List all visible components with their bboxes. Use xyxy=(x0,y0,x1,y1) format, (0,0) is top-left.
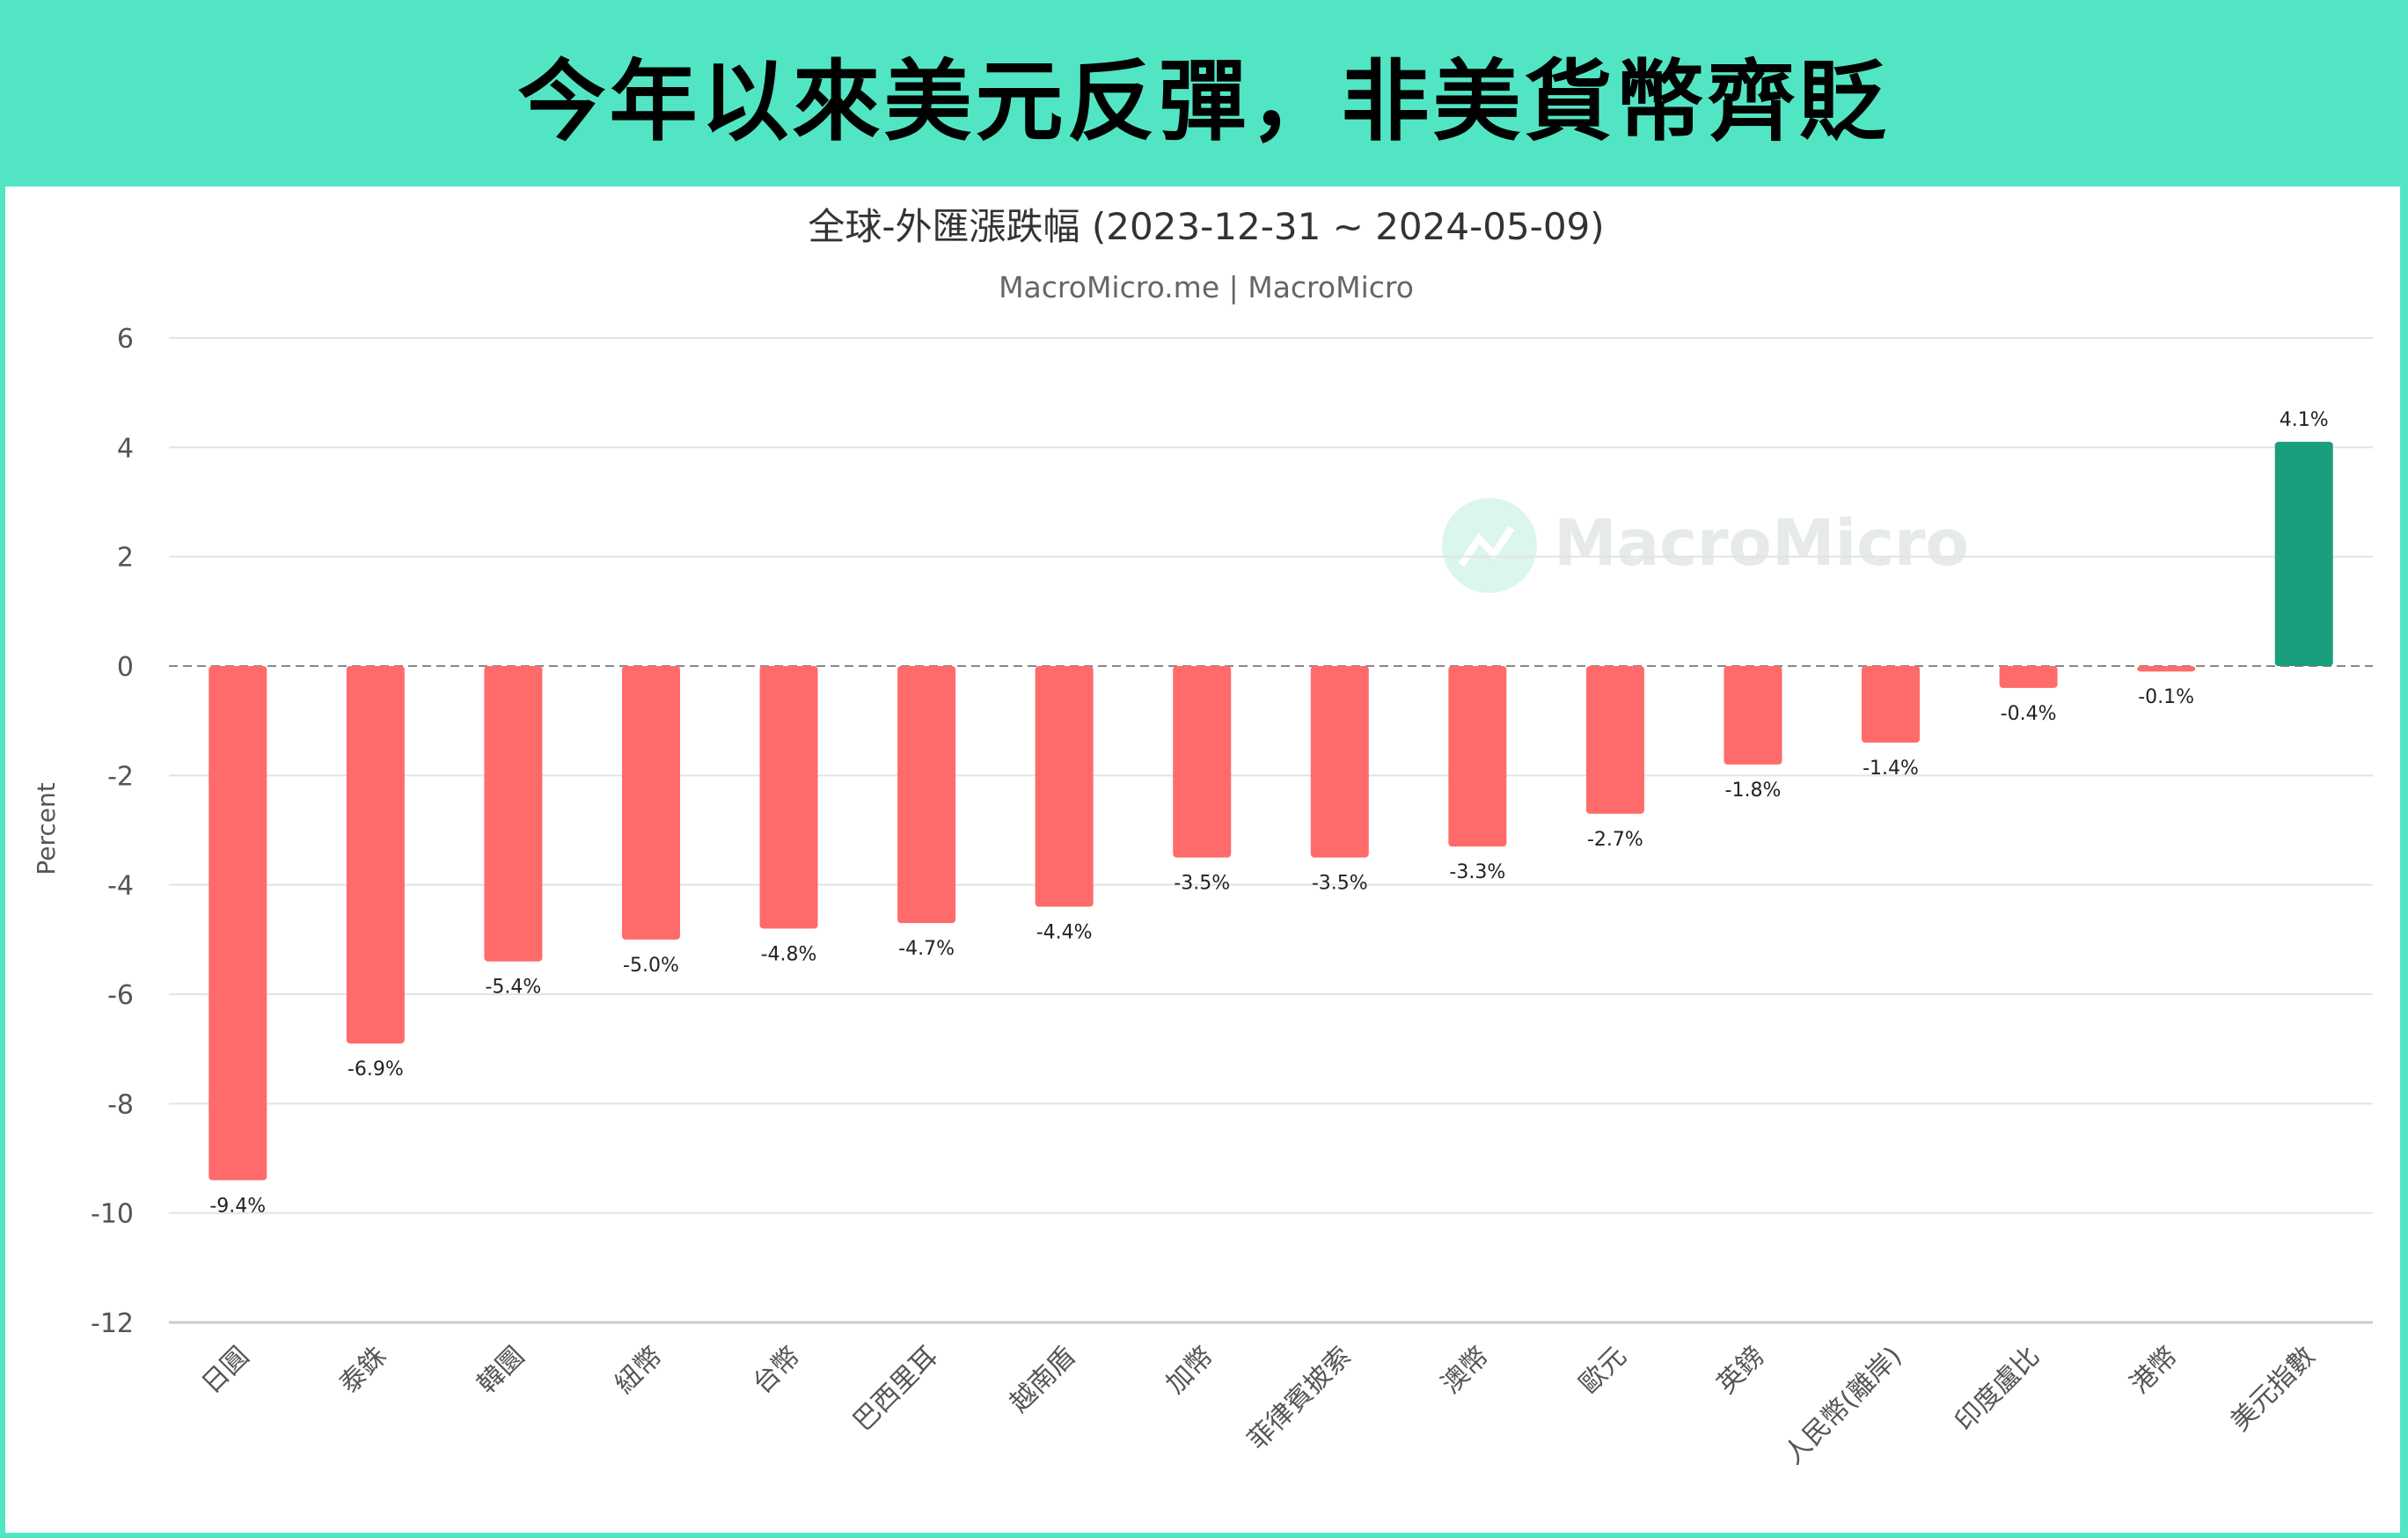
data-label: -3.5% xyxy=(1312,873,1368,895)
y-tick-label: -12 xyxy=(91,1308,134,1339)
x-category-label: 歐元 xyxy=(1573,1341,1632,1400)
logo-line-icon xyxy=(1458,525,1515,568)
bar[interactable] xyxy=(209,666,267,1181)
data-label: -6.9% xyxy=(348,1058,404,1080)
bar[interactable] xyxy=(346,666,405,1044)
y-tick-label: 6 xyxy=(117,324,134,355)
data-label: -1.4% xyxy=(1863,758,1919,780)
x-category-label: 印度盧比 xyxy=(1950,1341,2046,1438)
x-category-label: 英鎊 xyxy=(1711,1341,1770,1400)
data-label: 4.1% xyxy=(2280,409,2329,431)
data-label: -3.3% xyxy=(1449,861,1505,883)
bar[interactable] xyxy=(2137,666,2196,672)
y-tick-label: -4 xyxy=(107,871,134,902)
x-category-label: 日圓 xyxy=(196,1341,255,1400)
bar[interactable] xyxy=(1035,666,1094,907)
y-tick-label: -2 xyxy=(107,761,134,792)
y-tick-label: -10 xyxy=(91,1199,134,1230)
bar[interactable] xyxy=(2274,442,2333,666)
data-label: -4.8% xyxy=(761,943,817,965)
x-category-label: 韓圜 xyxy=(472,1341,531,1400)
chart-title: 全球-外匯漲跌幅 (2023-12-31 ~ 2024-05-09) xyxy=(808,205,1604,248)
x-category-label: 人民幣(離岸) xyxy=(1778,1341,1907,1470)
x-category-label: 紐幣 xyxy=(609,1341,668,1400)
bar[interactable] xyxy=(1448,666,1507,847)
bar[interactable] xyxy=(759,666,818,929)
x-category-label: 加幣 xyxy=(1160,1341,1219,1400)
bar[interactable] xyxy=(1862,666,1921,743)
bar[interactable] xyxy=(1724,666,1782,765)
data-label: -3.5% xyxy=(1174,873,1230,895)
chart-panel: 全球-外匯漲跌幅 (2023-12-31 ~ 2024-05-09) Macro… xyxy=(5,187,2400,1533)
data-label: -5.4% xyxy=(485,977,541,999)
bar[interactable] xyxy=(1999,666,2058,688)
data-label: -4.4% xyxy=(1036,922,1093,944)
x-category-label: 澳幣 xyxy=(1436,1341,1495,1400)
data-label: -2.7% xyxy=(1587,829,1643,851)
y-axis-label: Percent xyxy=(32,782,61,875)
data-label: -9.4% xyxy=(209,1195,266,1217)
y-tick-label: -8 xyxy=(107,1089,134,1120)
bar-chart: 全球-外匯漲跌幅 (2023-12-31 ~ 2024-05-09) Macro… xyxy=(32,205,2373,1470)
watermark-text: MacroMicro xyxy=(1554,506,1969,580)
bar[interactable] xyxy=(621,666,680,940)
x-category-label: 泰銖 xyxy=(333,1341,392,1400)
bar[interactable] xyxy=(1173,666,1232,858)
x-category-label: 港幣 xyxy=(2125,1341,2184,1400)
y-tick-label: 2 xyxy=(117,543,134,574)
x-category-label: 菲律賓披索 xyxy=(1242,1341,1358,1456)
data-label: -5.0% xyxy=(623,955,679,977)
data-label: -0.4% xyxy=(2001,703,2057,725)
bar[interactable] xyxy=(484,666,543,962)
chart-subtitle: MacroMicro.me | MacroMicro xyxy=(999,270,1414,304)
bar[interactable] xyxy=(1585,666,1644,814)
y-tick-label: -6 xyxy=(107,980,134,1011)
data-label: -1.8% xyxy=(1725,780,1782,802)
watermark: MacroMicro xyxy=(1442,498,1969,593)
y-tick-label: 4 xyxy=(117,433,134,464)
data-label: -0.1% xyxy=(2138,686,2194,708)
page-title: 今年以來美元反彈，非美貨幣齊貶 xyxy=(517,49,1891,153)
data-label: -4.7% xyxy=(898,938,955,960)
x-category-label: 越南盾 xyxy=(1004,1341,1081,1418)
bar[interactable] xyxy=(1310,666,1369,858)
y-tick-label: 0 xyxy=(117,652,134,683)
x-category-label: 台幣 xyxy=(747,1341,806,1400)
bar[interactable] xyxy=(897,666,956,924)
header-banner: 今年以來美元反彈，非美貨幣齊貶 xyxy=(0,0,2408,187)
x-category-label: 美元指數 xyxy=(2225,1341,2322,1438)
x-category-label: 巴西里耳 xyxy=(847,1341,944,1438)
